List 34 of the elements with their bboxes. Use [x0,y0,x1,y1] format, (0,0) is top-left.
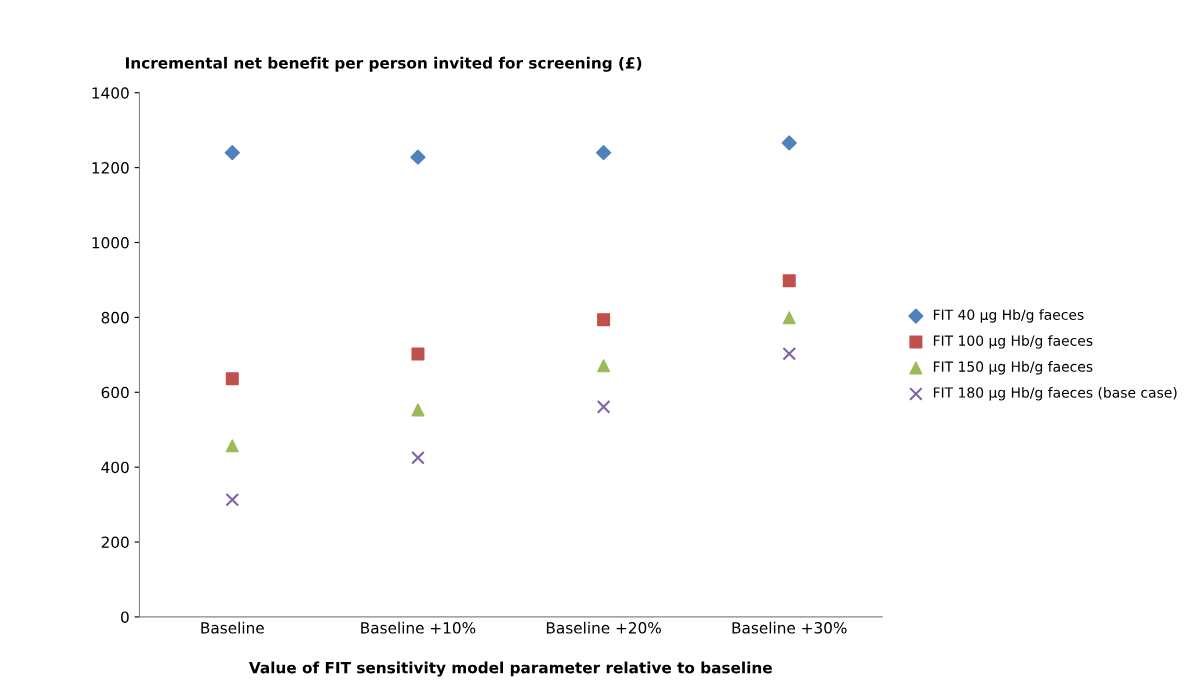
legend-label: FIT 150 µg Hb/g faeces [933,361,1093,375]
point [225,439,239,453]
point [596,400,611,414]
x-tick-label: Baseline [201,621,264,634]
legend-label: FIT 40 µg Hb/g faeces [933,309,1084,323]
point [411,347,425,361]
legend-label: FIT 180 µg Hb/g faeces (base case) [933,387,1177,401]
x-axis-title: Value of FIT sensitivity model parameter relative to baseline [248,661,772,677]
y-tick-label: 1400 [92,87,129,99]
point [782,311,796,325]
x-tick-label: Baseline +10% [361,621,476,634]
point [224,145,240,161]
point [225,492,240,507]
y-axis-title: Incremental net benefit per person invited for screening (£) [126,56,642,72]
point [782,274,796,288]
y-tick-label: 200 [101,536,129,549]
y-tick-label: 400 [101,461,129,474]
x-tick-label: Baseline +20% [546,621,661,634]
point [597,313,611,327]
x-tick-label: Baseline +30% [732,621,847,634]
y-tick-label: 1200 [92,162,129,174]
legend-label: FIT 100 µg Hb/g faeces [933,335,1093,349]
point [410,149,426,165]
point [782,346,797,361]
point [595,145,612,161]
point [225,372,239,386]
y-tick-label: 0 [121,611,129,623]
point [597,359,611,373]
y-tick-label: 800 [101,311,129,324]
point [411,450,425,465]
point [781,135,797,151]
y-tick-label: 600 [101,386,129,399]
y-tick-label: 1000 [92,236,129,249]
point [411,403,425,417]
